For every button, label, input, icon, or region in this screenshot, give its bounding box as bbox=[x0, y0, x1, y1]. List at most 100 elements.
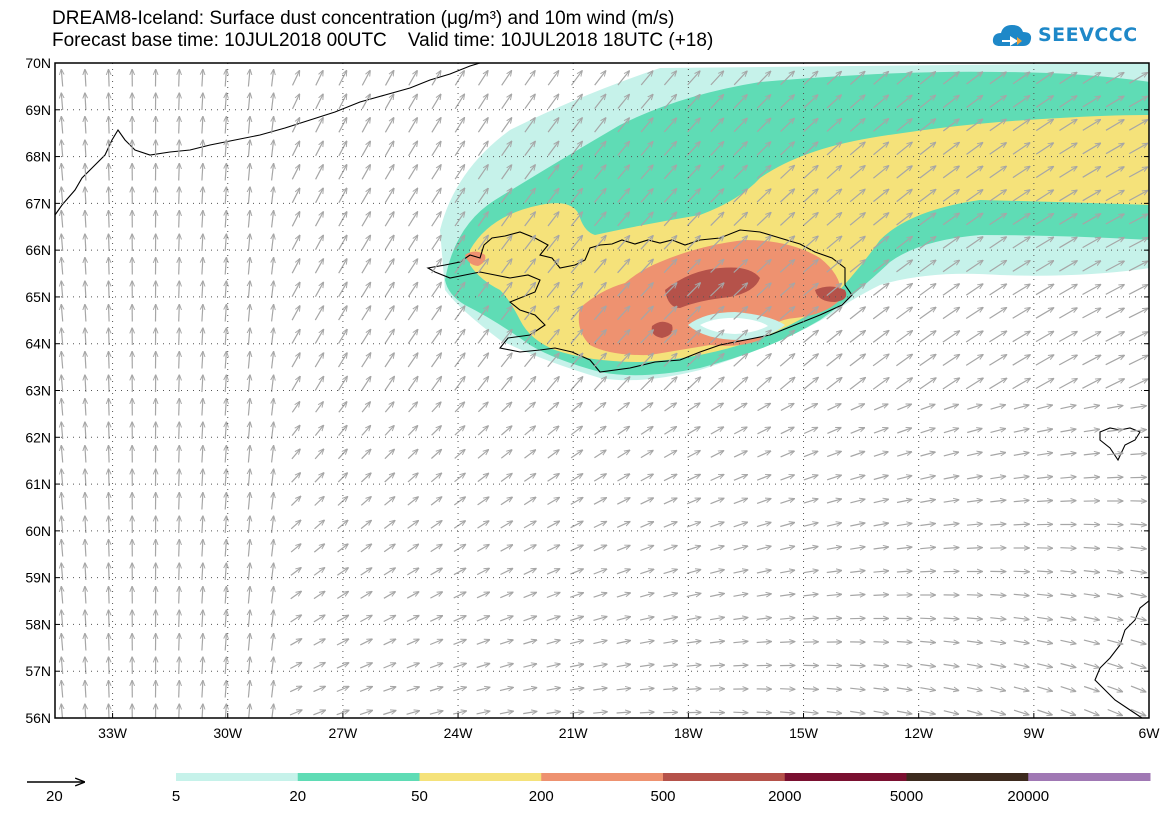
wind-arrow bbox=[896, 547, 912, 549]
wind-arrow bbox=[361, 212, 370, 227]
wind-arrow bbox=[989, 378, 1006, 390]
wind-arrow bbox=[453, 545, 466, 553]
wind-arrow bbox=[710, 475, 724, 482]
wind-arrow bbox=[407, 353, 418, 368]
wind-arrow bbox=[687, 451, 701, 458]
wind-arrow bbox=[1012, 261, 1030, 272]
wind-arrow bbox=[826, 95, 841, 109]
wind-arrow bbox=[61, 281, 62, 299]
dust-concentration-field bbox=[440, 63, 1149, 381]
wind-arrow bbox=[686, 377, 700, 391]
wind-arrow bbox=[756, 475, 771, 481]
wind-arrow bbox=[501, 402, 512, 413]
wind-arrow bbox=[61, 258, 62, 275]
wind-arrow bbox=[547, 259, 559, 274]
wind-arrow bbox=[1035, 72, 1053, 85]
wind-arrow bbox=[524, 353, 536, 368]
wind-arrow bbox=[1105, 355, 1125, 366]
wind-arrow bbox=[1012, 96, 1030, 108]
wind-arrow bbox=[290, 615, 302, 623]
wind-arrow bbox=[361, 426, 371, 436]
wind-arrow bbox=[710, 570, 724, 574]
wind-arrow bbox=[849, 72, 864, 85]
wind-arrow bbox=[315, 71, 323, 86]
wind-arrow bbox=[1012, 378, 1031, 390]
wind-arrow bbox=[896, 571, 912, 572]
wind-arrow bbox=[686, 689, 701, 690]
wind-arrow bbox=[757, 427, 771, 435]
wind-arrow bbox=[85, 352, 86, 369]
wind-arrow bbox=[202, 399, 203, 416]
wind-arrow bbox=[989, 143, 1007, 155]
wind-arrow bbox=[1058, 261, 1077, 272]
wind-arrow bbox=[896, 378, 912, 390]
wind-arrow bbox=[547, 212, 559, 227]
wind-arrow bbox=[476, 592, 489, 599]
wind-arrow bbox=[756, 594, 771, 596]
wind-arrow bbox=[1035, 119, 1053, 132]
wind-arrow bbox=[109, 352, 110, 369]
wind-arrow bbox=[1060, 477, 1076, 478]
wind-arrow bbox=[248, 352, 250, 369]
wind-arrow bbox=[640, 95, 653, 109]
wind-arrow bbox=[990, 524, 1005, 525]
wind-arrow bbox=[109, 587, 110, 604]
wind-arrow bbox=[826, 213, 842, 226]
wind-arrow bbox=[640, 377, 654, 391]
wind-arrow bbox=[272, 164, 274, 181]
wind-arrow bbox=[827, 428, 841, 434]
wind-arrow bbox=[826, 283, 842, 297]
wind-arrow bbox=[1035, 379, 1054, 390]
wind-arrow bbox=[663, 546, 677, 551]
wind-arrow bbox=[547, 141, 559, 156]
wind-arrow bbox=[453, 497, 465, 506]
wind-arrow bbox=[61, 422, 62, 440]
wind-arrow bbox=[686, 522, 700, 528]
wind-arrow bbox=[225, 446, 226, 463]
wind-arrow bbox=[338, 426, 347, 436]
wind-arrow bbox=[710, 307, 724, 320]
wind-arrow bbox=[291, 165, 299, 180]
wind-arrow bbox=[291, 425, 300, 436]
wind-arrow bbox=[640, 569, 653, 575]
wind-arrow bbox=[896, 119, 912, 132]
wind-arrow bbox=[225, 281, 226, 299]
wind-arrow bbox=[943, 524, 959, 526]
wind-arrow bbox=[686, 259, 700, 274]
wind-arrow bbox=[179, 281, 180, 299]
wind-arrow bbox=[109, 187, 110, 205]
wind-arrow bbox=[966, 476, 982, 479]
wind-arrow bbox=[500, 521, 513, 529]
wind-arrow bbox=[850, 665, 865, 666]
colorbar-segment bbox=[663, 773, 786, 781]
wind-arrow bbox=[248, 117, 250, 134]
wind-arrow bbox=[919, 260, 936, 273]
wind-arrow bbox=[523, 497, 536, 506]
wind-arrow bbox=[225, 305, 226, 322]
wind-arrow bbox=[593, 522, 607, 529]
wind-arrow bbox=[546, 593, 560, 599]
wind-arrow bbox=[202, 493, 203, 510]
wind-arrow bbox=[873, 547, 889, 549]
wind-arrow bbox=[315, 165, 324, 180]
wind-arrow bbox=[109, 164, 110, 181]
wind-arrow bbox=[1105, 308, 1124, 319]
wind-arrow bbox=[733, 712, 747, 713]
wind-arrow bbox=[872, 260, 888, 273]
wind-arrow bbox=[179, 540, 180, 557]
wind-arrow bbox=[617, 236, 630, 250]
wind-arrow bbox=[431, 259, 442, 274]
wind-arrow bbox=[990, 405, 1006, 410]
wind-arrow bbox=[314, 376, 323, 391]
wind-arrow bbox=[290, 568, 301, 576]
wind-arrow bbox=[826, 166, 841, 179]
wind-arrow bbox=[85, 399, 86, 416]
wind-arrow bbox=[384, 306, 394, 321]
wind-arrow bbox=[966, 72, 983, 85]
wind-arrow bbox=[1059, 143, 1077, 155]
wind-arrow bbox=[61, 140, 62, 158]
wind-arrow bbox=[826, 475, 841, 481]
wind-arrow bbox=[477, 141, 488, 157]
wind-arrow bbox=[1058, 379, 1077, 389]
wind-arrow bbox=[248, 70, 250, 87]
